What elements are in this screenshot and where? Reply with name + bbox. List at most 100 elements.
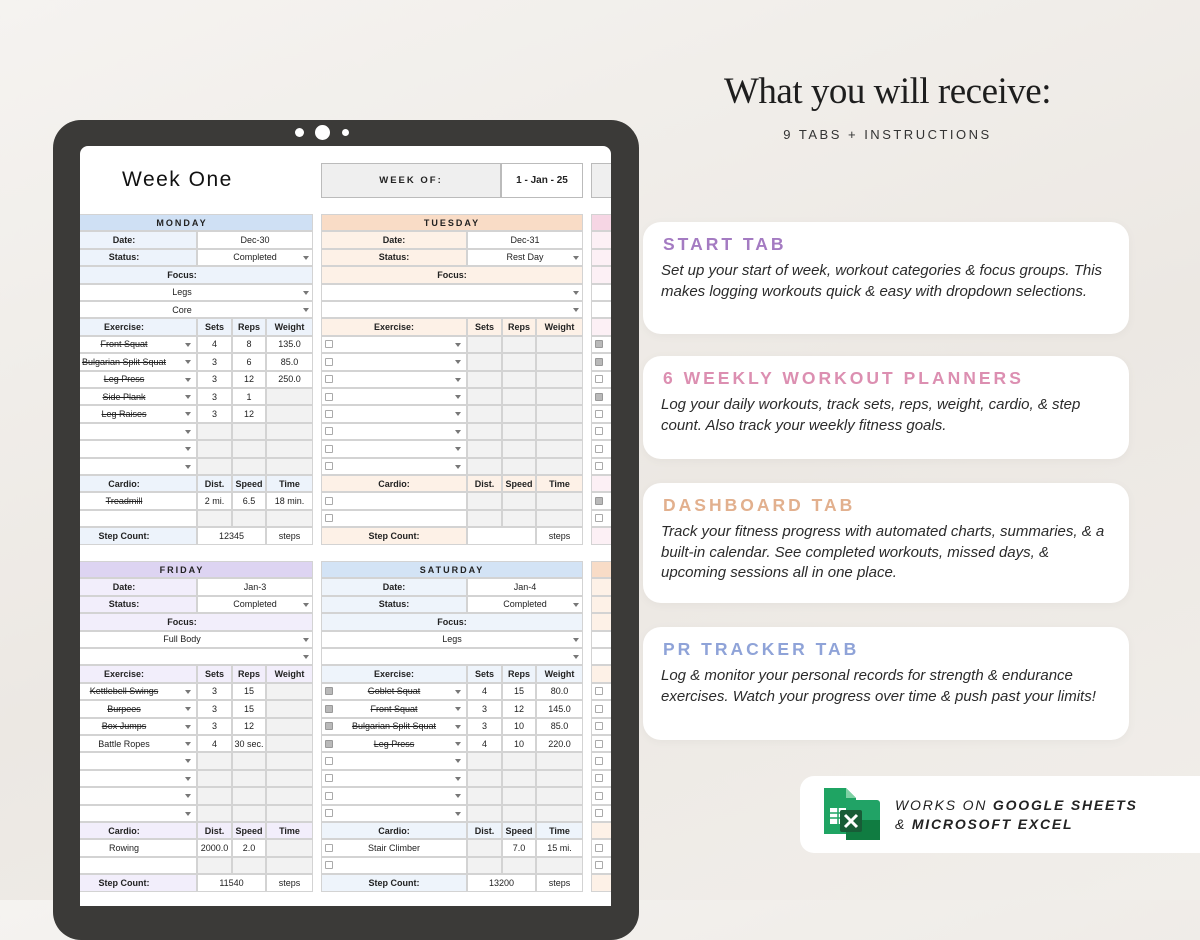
dropdown-arrow xyxy=(303,308,309,312)
exercise-sets: 3 xyxy=(467,700,502,718)
checkbox xyxy=(595,739,603,748)
dropdown-arrow xyxy=(455,811,461,816)
exercise-sets: 3 xyxy=(197,682,232,701)
cardio-time: 18 min. xyxy=(266,492,313,510)
partial-row xyxy=(591,804,611,822)
exercise-weight xyxy=(536,769,583,788)
exercise-reps xyxy=(502,752,536,770)
exercise-name xyxy=(80,440,197,458)
partial-row xyxy=(591,595,611,614)
cardio-time xyxy=(266,509,313,528)
column-header: Sets xyxy=(197,665,232,683)
dropdown-arrow xyxy=(185,689,191,694)
column-header: Exercise: xyxy=(321,318,467,336)
dropdown-arrow xyxy=(185,707,191,712)
exercise-reps: 12 xyxy=(502,700,536,718)
exercise-reps xyxy=(502,353,536,371)
exercise-reps xyxy=(232,440,266,458)
badge-app: GOOGLE SHEETS xyxy=(992,797,1138,813)
exercise-weight xyxy=(536,370,583,388)
date-value: Dec-30 xyxy=(197,231,313,249)
cardio-time xyxy=(266,839,313,857)
checkbox xyxy=(595,392,603,401)
dropdown-arrow xyxy=(455,342,461,347)
exercise-weight: 135.0 xyxy=(266,335,313,354)
column-header: Reps xyxy=(502,665,536,683)
cardio-time xyxy=(536,856,583,875)
cardio-dist: 2000.0 xyxy=(197,839,232,857)
camera xyxy=(315,125,330,140)
app-icons xyxy=(824,788,880,840)
exercise-weight xyxy=(266,388,313,406)
focus-value: Legs xyxy=(80,283,313,301)
exercise-name xyxy=(321,353,467,371)
exercise-reps: 15 xyxy=(502,682,536,701)
partial-row xyxy=(591,388,611,406)
focus-label: Focus: xyxy=(321,613,583,631)
cardio-speed xyxy=(502,856,536,875)
exercise-name xyxy=(321,769,467,788)
checkbox xyxy=(325,514,333,523)
exercise-reps xyxy=(232,457,266,475)
partial-row xyxy=(591,822,611,840)
step-unit: steps xyxy=(536,527,583,545)
week-box-partial xyxy=(591,163,611,198)
status-value: Completed xyxy=(197,595,313,614)
focus-value xyxy=(321,283,583,301)
partial-row xyxy=(591,492,611,510)
date-value: Jan-3 xyxy=(197,578,313,596)
exercise-weight xyxy=(266,457,313,475)
focus-value xyxy=(321,648,583,666)
checkbox xyxy=(325,774,333,783)
exercise-weight xyxy=(266,405,313,423)
exercise-name: Leg Press xyxy=(321,735,467,753)
exercise-sets xyxy=(467,388,502,406)
exercise-name xyxy=(80,752,197,770)
date-label: Date: xyxy=(321,578,467,596)
column-header: Speed xyxy=(232,475,266,493)
status-value: Rest Day xyxy=(467,248,583,267)
exercise-weight xyxy=(536,787,583,805)
checkbox xyxy=(595,462,603,471)
dropdown-arrow xyxy=(185,377,191,382)
exercise-reps: 10 xyxy=(502,735,536,753)
cardio-speed: 6.5 xyxy=(232,492,266,510)
column-header: Cardio: xyxy=(80,475,197,493)
partial-row xyxy=(591,248,611,267)
cardio-speed: 2.0 xyxy=(232,839,266,857)
checkbox xyxy=(595,756,603,765)
exercise-sets xyxy=(467,752,502,770)
column-header: Speed xyxy=(502,822,536,840)
step-unit: steps xyxy=(266,527,313,545)
cardio-name xyxy=(80,856,197,875)
partial-row xyxy=(591,874,611,892)
checkbox xyxy=(325,861,333,870)
checkbox xyxy=(325,704,333,713)
exercise-name: Bulgarian Split Squat xyxy=(321,717,467,735)
exercise-sets xyxy=(197,440,232,458)
exercise-name xyxy=(321,804,467,822)
partial-row xyxy=(591,578,611,596)
dropdown-arrow xyxy=(455,707,461,712)
dropdown-arrow xyxy=(185,776,191,781)
checkbox xyxy=(325,444,333,453)
exercise-weight xyxy=(266,422,313,441)
focus-value: Full Body xyxy=(80,630,313,648)
exercise-reps xyxy=(232,787,266,805)
column-header: Time xyxy=(536,822,583,840)
partial-row xyxy=(591,318,611,336)
column-header: Dist. xyxy=(467,822,502,840)
partial-row xyxy=(591,527,611,545)
day-header-partial xyxy=(591,214,611,232)
exercise-reps: 8 xyxy=(232,335,266,354)
exercise-weight: 80.0 xyxy=(536,682,583,701)
exercise-sets xyxy=(197,457,232,475)
column-header: Exercise: xyxy=(321,665,467,683)
partial-row xyxy=(591,283,611,301)
status-label: Status: xyxy=(80,248,197,267)
dropdown-arrow xyxy=(455,377,461,382)
exercise-weight xyxy=(266,440,313,458)
checkbox xyxy=(325,722,333,731)
exercise-weight xyxy=(266,769,313,788)
dropdown-arrow xyxy=(455,759,461,764)
